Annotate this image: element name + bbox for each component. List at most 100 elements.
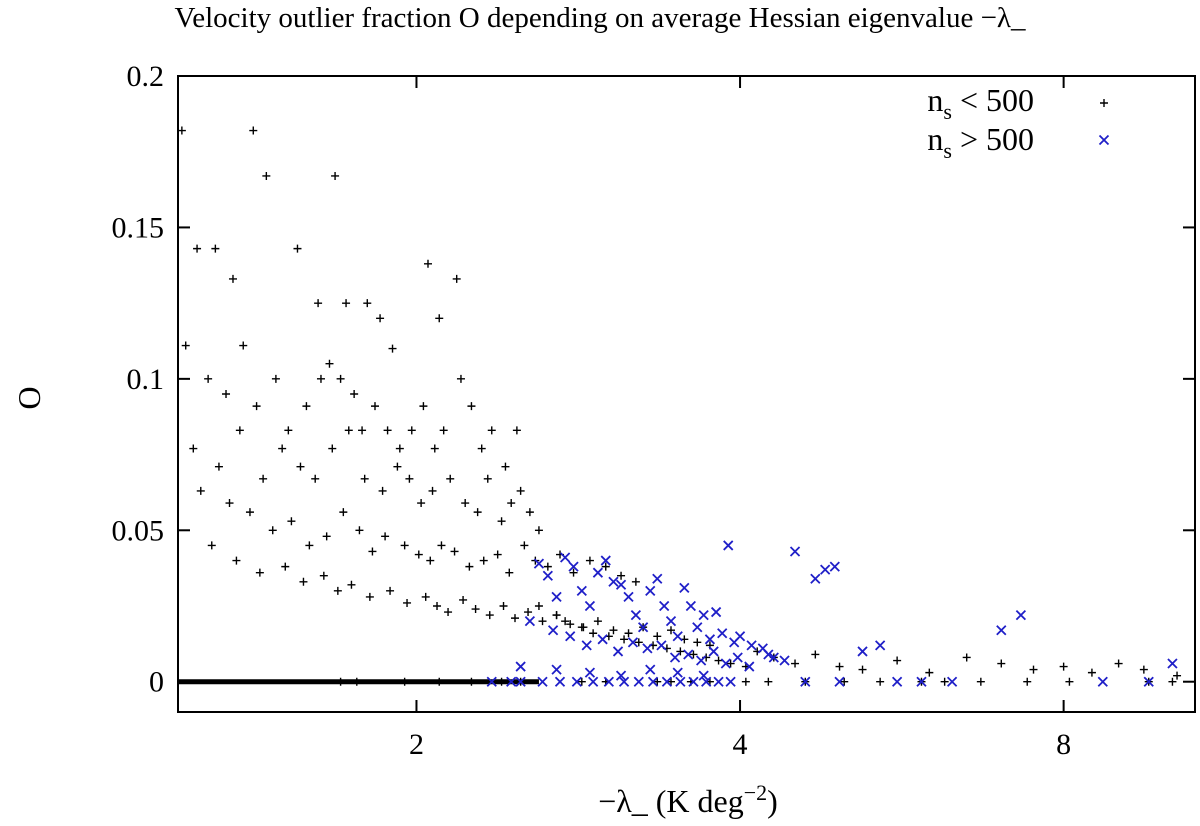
data-point (365, 592, 374, 601)
data-point (601, 562, 610, 571)
data-point (400, 541, 409, 550)
x-tick-label: 2 (409, 728, 424, 761)
data-point (225, 499, 234, 508)
axis-ticks: 0 0.05 0.1 0.15 0.2 2 4 8 (112, 60, 1195, 761)
data-point (381, 532, 390, 541)
data-point (331, 171, 340, 180)
data-point (435, 677, 444, 686)
data-point (559, 552, 571, 563)
data-point (524, 616, 536, 627)
data-point (584, 667, 596, 678)
series-ns-lt-500 (177, 126, 1182, 686)
data-point (467, 677, 476, 686)
data-point (551, 591, 562, 603)
x-tick-label: 8 (1056, 728, 1071, 761)
y-tick-label: 0.1 (127, 363, 165, 396)
data-point (1065, 677, 1074, 686)
data-point (437, 541, 446, 550)
data-point (679, 582, 690, 593)
data-point (403, 598, 412, 607)
data-point (717, 628, 728, 639)
data-point (820, 564, 831, 575)
data-point (534, 602, 543, 610)
data-point (925, 668, 934, 677)
data-point (659, 600, 670, 612)
data-point (336, 374, 345, 383)
data-point (419, 402, 428, 411)
data-point (708, 646, 719, 657)
data-point (325, 359, 334, 368)
data-point (661, 676, 673, 687)
data-point (811, 650, 820, 659)
data-point (656, 640, 667, 651)
data-point (433, 602, 442, 610)
data-point (193, 244, 202, 253)
data-point (876, 677, 885, 686)
legend-entry-2-sub: s (943, 138, 952, 163)
data-point (368, 547, 377, 556)
data-point (299, 577, 308, 586)
data-point (834, 676, 845, 687)
data-point (543, 562, 552, 571)
data-point (459, 595, 468, 604)
data-point (505, 568, 514, 577)
data-point (647, 676, 659, 687)
data-point (211, 244, 220, 253)
x-axis-label-exponent: −2 (744, 780, 767, 805)
data-point (501, 462, 510, 471)
data-point (525, 508, 534, 517)
legend-marker-plus (1100, 99, 1108, 107)
plot-area (177, 75, 1196, 713)
data-point (946, 676, 958, 687)
data-point (281, 562, 290, 571)
x-axis-label: −λ_ (K deg−2) (598, 780, 778, 819)
data-point (652, 573, 663, 584)
data-point (612, 646, 624, 657)
data-point (618, 676, 630, 687)
data-point (547, 625, 559, 636)
data-point (370, 402, 379, 411)
data-point (698, 609, 709, 621)
data-point (554, 676, 566, 687)
data-point (645, 664, 656, 675)
data-point (800, 676, 811, 687)
data-point (581, 640, 592, 651)
data-point (577, 623, 586, 632)
data-point (533, 558, 545, 569)
data-point (439, 426, 448, 435)
data-point (734, 631, 746, 642)
legend-swatch-plus (1100, 99, 1108, 107)
data-point (1168, 677, 1177, 686)
data-point (383, 426, 392, 435)
data-point (497, 517, 506, 526)
data-point (350, 390, 359, 398)
data-point (538, 617, 547, 626)
data-point (1029, 665, 1038, 674)
data-point (456, 374, 465, 383)
data-point (744, 661, 755, 672)
data-point (319, 571, 328, 580)
data-point (360, 474, 369, 483)
data-point (746, 640, 757, 651)
data-point (486, 676, 497, 687)
data-point (214, 462, 223, 471)
y-axis-label: O (11, 386, 47, 409)
data-point (577, 677, 586, 686)
data-point (835, 662, 844, 671)
data-point (395, 444, 404, 453)
data-point (916, 676, 927, 687)
data-point (617, 571, 626, 580)
data-point (1059, 662, 1068, 671)
data-point (725, 676, 736, 687)
data-point (789, 546, 801, 557)
data-point (720, 658, 731, 669)
data-point (262, 171, 271, 180)
data-point (603, 676, 614, 687)
data-point (316, 374, 325, 383)
data-point (891, 676, 903, 687)
data-point (423, 259, 432, 268)
data-point (645, 585, 656, 596)
data-point (600, 555, 611, 566)
data-point (669, 652, 681, 663)
